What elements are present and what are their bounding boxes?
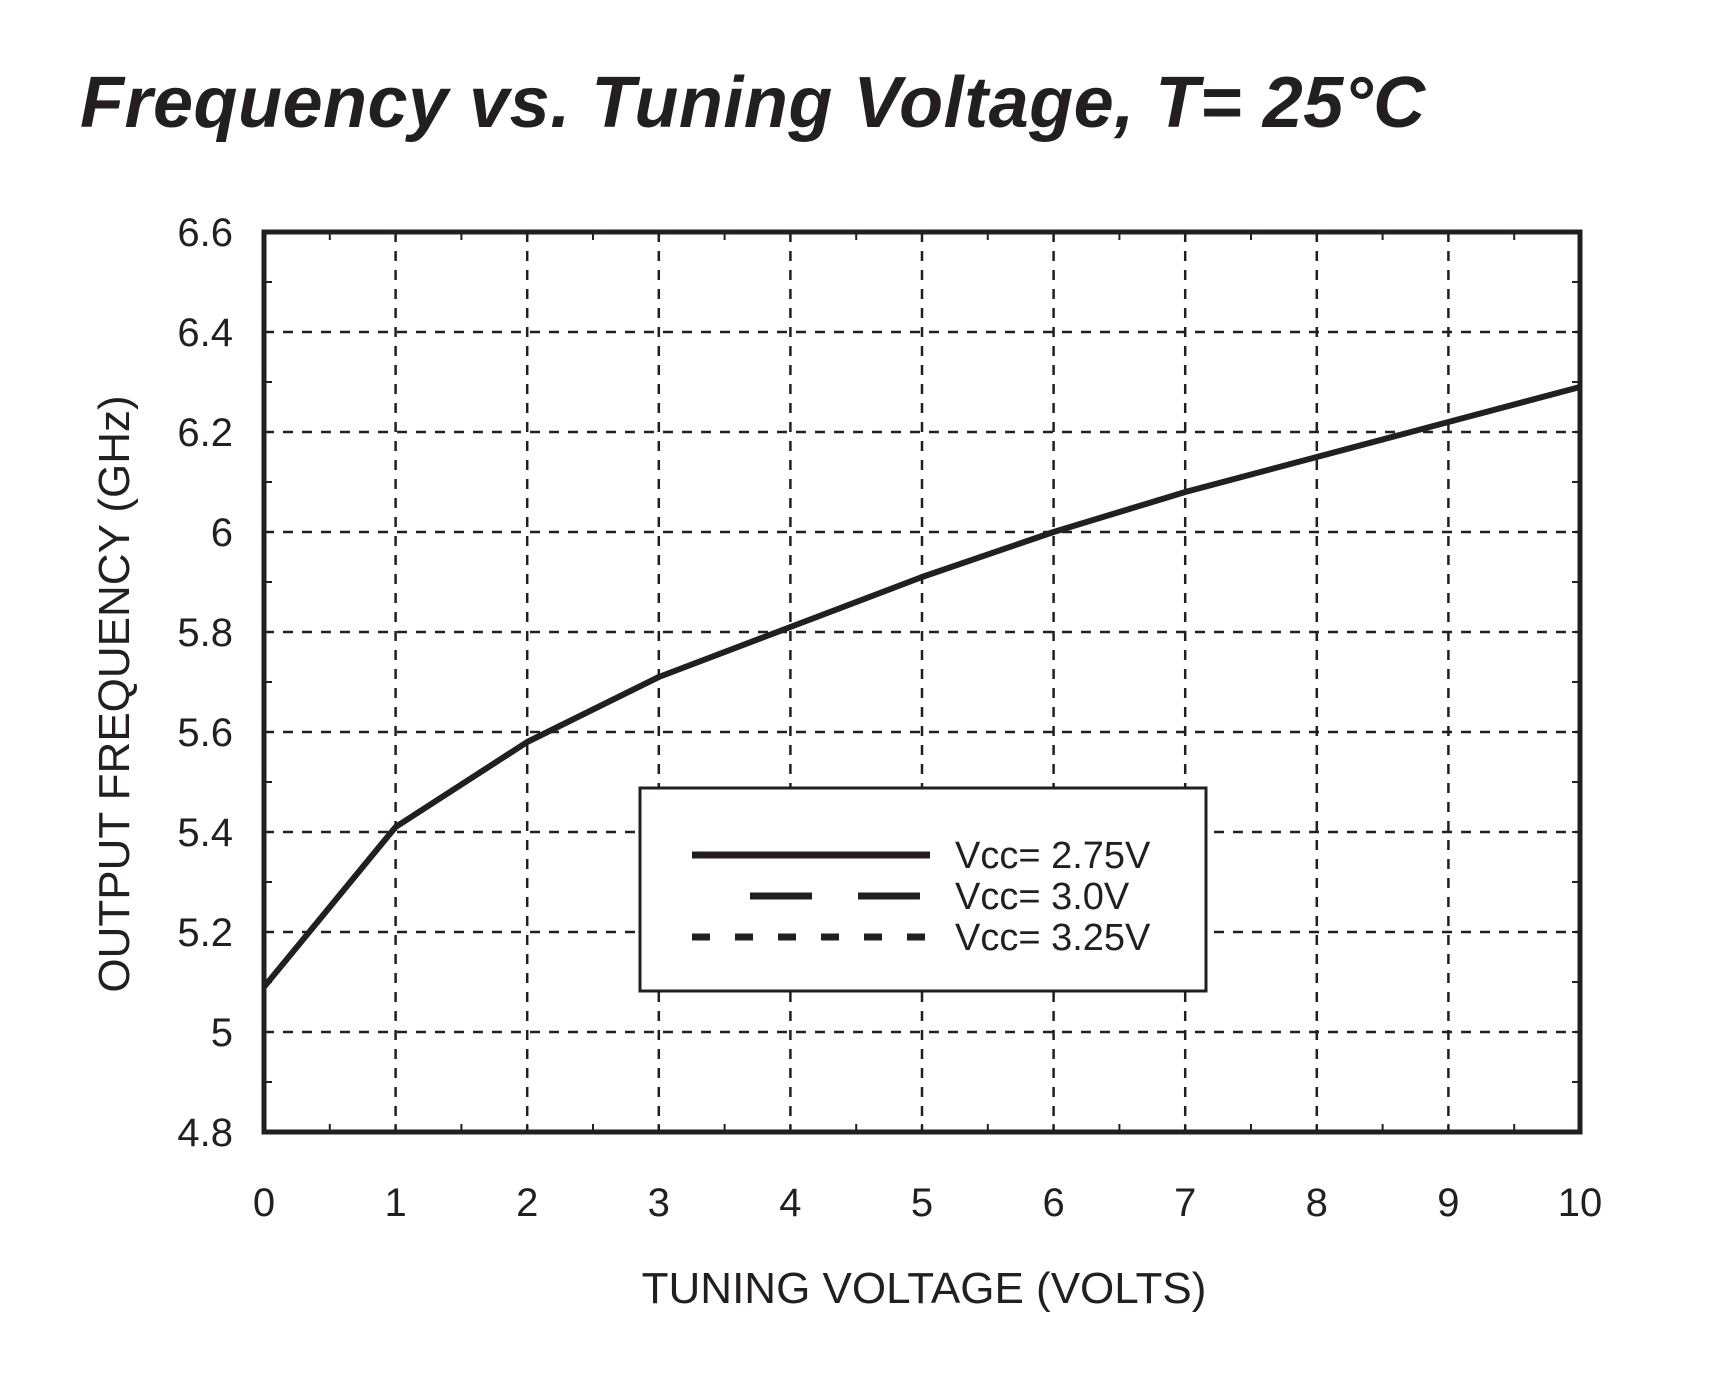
y-tick-labels: 4.8 5 5.2 5.4 5.6 5.8 6 6.2 6.4 6.6 [177,211,233,1155]
legend-label-3: Vcc= 3.25V [955,917,1151,959]
x-tick-label: 10 [1558,1181,1603,1225]
x-tick-label: 2 [516,1181,538,1225]
y-tick-label: 6.6 [177,211,233,255]
plot-frame [261,229,1583,1135]
x-axis-title: TUNING VOLTAGE (VOLTS) [642,1264,1207,1313]
x-tick-label: 1 [384,1181,406,1225]
x-tick-label: 5 [911,1181,933,1225]
y-tick-label: 5.2 [177,911,233,955]
chart-title: Frequency vs. Tuning Voltage, T= 25°C [80,63,1426,143]
x-tick-label: 3 [648,1181,670,1225]
series-line-3 [262,384,1581,989]
x-tick-label: 7 [1174,1181,1196,1225]
x-tick-label: 8 [1306,1181,1328,1225]
x-tick-label: 9 [1437,1181,1459,1225]
y-tick-label: 5.8 [177,611,233,655]
y-tick-label: 5.6 [177,711,233,755]
x-tick-label: 4 [779,1181,801,1225]
y-tick-label: 5.4 [177,811,233,855]
y-tick-label: 6 [211,511,233,555]
grid-lines [264,232,1580,1132]
series-lines [261,384,1581,989]
x-tick-label: 6 [1042,1181,1064,1225]
legend-box [638,786,1208,993]
legend-label-1: Vcc= 2.75V [955,835,1151,877]
y-tick-label: 5 [211,1011,233,1055]
y-tick-label: 4.8 [177,1111,233,1155]
legend-label-2: Vcc= 3.0V [955,876,1130,918]
y-tick-label: 6.2 [177,411,233,455]
y-tick-label: 6.4 [177,311,233,355]
x-tick-labels: 0 1 2 3 4 5 6 7 8 9 10 [253,1181,1602,1225]
y-axis-title: OUTPUT FREQUENCY (GHz) [90,395,139,992]
x-tick-label: 0 [253,1181,275,1225]
